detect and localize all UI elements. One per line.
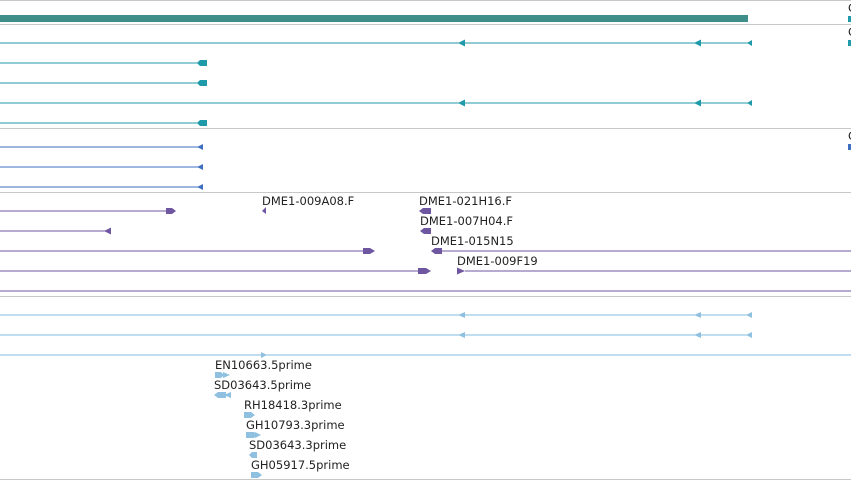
arrow-right-icon (418, 268, 431, 274)
est-label[interactable]: RH18418.3prime (244, 398, 342, 412)
arrow-left-icon (197, 120, 207, 126)
arrow-left-icon (224, 392, 231, 398)
arrow-right-icon (223, 372, 230, 378)
cds-row[interactable] (0, 164, 203, 170)
arrow-left-icon (197, 144, 203, 150)
arrow-left-icon (419, 208, 431, 214)
est-label[interactable]: SD03643.3prime (249, 438, 346, 452)
block-end-icon (848, 144, 851, 150)
est-feature[interactable]: SD03643.3prime (249, 438, 346, 458)
cds-row[interactable] (0, 184, 203, 190)
transcript-row[interactable] (0, 60, 207, 66)
arrow-right-icon (215, 372, 224, 378)
arrow-left-icon (694, 99, 701, 107)
clone-row[interactable]: DME1-009A08.F DME1-021H16.F (0, 194, 512, 214)
clone-row[interactable]: DME1-009F19 (0, 254, 851, 275)
cds-track[interactable]: C (0, 129, 851, 190)
arrow-left-icon (458, 312, 465, 318)
arrow-left-icon (746, 332, 752, 338)
est-feature[interactable]: GH10793.3prime (246, 418, 345, 438)
arrow-left-icon (458, 332, 465, 338)
arrow-left-icon (104, 227, 111, 235)
arrow-right-icon (255, 432, 261, 438)
track-label: G (848, 1, 851, 15)
arrow-left-icon (197, 184, 203, 190)
arrow-left-icon (694, 39, 701, 47)
est-track[interactable]: EN10663.5prime SD03643.5prime RH18418.3p… (0, 312, 851, 478)
arrow-left-icon (420, 228, 431, 234)
clone-end-track[interactable]: DME1-009A08.F DME1-021H16.F DME1-007H04.… (0, 194, 851, 275)
arrow-left-icon (694, 332, 701, 338)
transcript-row[interactable] (0, 120, 207, 126)
est-feature[interactable]: GH05917.5prime (251, 458, 350, 478)
est-feature[interactable]: SD03643.5prime (214, 378, 311, 398)
arrow-left-icon (458, 39, 465, 47)
arrow-left-icon (694, 312, 701, 318)
arrow-left-icon (747, 40, 752, 46)
arrow-left-icon (262, 207, 266, 214)
arrow-right-icon (457, 267, 465, 275)
transcript-row[interactable] (0, 99, 752, 107)
block-end-icon (848, 16, 851, 22)
clone-label[interactable]: DME1-007H04.F (420, 214, 513, 228)
clone-label[interactable]: DME1-021H16.F (419, 194, 512, 208)
transcript-row[interactable] (0, 39, 752, 47)
arrow-right-icon (244, 412, 255, 418)
arrow-left-icon (249, 452, 257, 458)
est-feature[interactable]: RH18418.3prime (244, 398, 342, 418)
clone-label[interactable]: DME1-015N15 (431, 234, 514, 248)
clone-label[interactable]: DME1-009A08.F (262, 194, 354, 208)
transcript-track[interactable]: G (0, 25, 851, 126)
arrow-right-icon (166, 208, 176, 214)
arrow-left-icon (214, 392, 226, 398)
est-label[interactable]: EN10663.5prime (215, 358, 312, 372)
block-end-icon (848, 40, 851, 46)
track-label: G (848, 25, 851, 39)
transcript-row[interactable] (0, 80, 207, 86)
track-label: C (848, 129, 851, 143)
est-row[interactable] (0, 332, 752, 338)
est-label[interactable]: SD03643.5prime (214, 378, 311, 392)
gene-track[interactable]: G (0, 1, 851, 22)
arrow-right-icon (261, 352, 267, 358)
clone-row[interactable]: DME1-015N15 (0, 234, 851, 254)
arrow-right-icon (363, 248, 375, 254)
arrow-right-icon (251, 472, 262, 478)
arrow-left-icon (746, 312, 752, 318)
cds-row[interactable] (0, 144, 203, 150)
clone-row[interactable]: DME1-007H04.F (0, 214, 513, 235)
arrow-left-icon (747, 100, 752, 106)
arrow-left-icon (197, 164, 203, 170)
arrow-left-icon (458, 99, 465, 107)
est-row[interactable] (0, 352, 851, 358)
gene-bar[interactable] (0, 15, 748, 22)
arrow-left-icon (197, 60, 207, 66)
arrow-left-icon (197, 80, 207, 86)
est-row[interactable] (0, 312, 752, 318)
arrow-left-icon (431, 248, 442, 254)
clone-label[interactable]: DME1-009F19 (457, 254, 538, 268)
arrow-right-icon (246, 432, 257, 438)
est-label[interactable]: GH10793.3prime (246, 418, 345, 432)
est-label[interactable]: GH05917.5prime (251, 458, 350, 472)
est-feature[interactable]: EN10663.5prime (215, 358, 312, 378)
